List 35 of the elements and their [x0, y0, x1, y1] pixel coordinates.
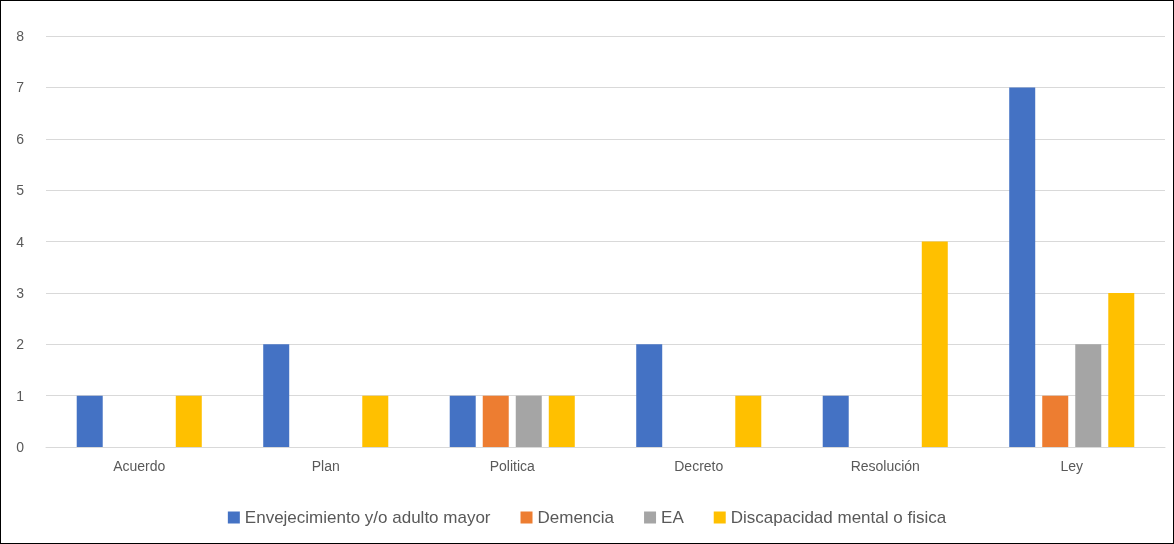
y-tick-label: 2 — [16, 336, 25, 353]
legend-label: Discapacidad mental o fisica — [730, 508, 947, 527]
bar — [362, 395, 389, 447]
x-tick-label: Decreto — [674, 458, 724, 474]
bar — [263, 344, 290, 447]
y-tick-label: 6 — [16, 130, 25, 147]
x-tick-label: Resolución — [850, 458, 920, 474]
bar — [735, 395, 762, 447]
y-tick-label: 7 — [16, 79, 25, 96]
x-tick-label: Ley — [1060, 458, 1084, 474]
legend-label: Envejecimiento y/o adulto mayor — [244, 508, 491, 527]
legend-label: Demencia — [537, 508, 615, 527]
legend-label: EA — [661, 508, 685, 527]
x-tick-label: Politica — [489, 458, 536, 474]
y-tick-label: 1 — [16, 387, 25, 404]
y-tick-label: 5 — [16, 182, 25, 199]
y-tick-label: 8 — [16, 28, 25, 44]
bar — [515, 395, 542, 447]
bar — [921, 241, 948, 447]
bar — [449, 395, 476, 447]
x-tick-label: Acuerdo — [113, 458, 166, 474]
bar — [548, 395, 575, 447]
bar — [76, 395, 103, 447]
bar — [1009, 87, 1036, 447]
y-tick-label: 3 — [16, 284, 25, 301]
x-tick-label: Plan — [311, 458, 340, 474]
y-tick-label: 0 — [16, 439, 25, 455]
bar — [175, 395, 202, 447]
bar — [1042, 395, 1069, 447]
y-tick-label: 4 — [16, 233, 25, 250]
bar — [636, 344, 663, 447]
bar — [1075, 344, 1102, 447]
bar — [1108, 292, 1135, 447]
bar — [482, 395, 509, 447]
bar — [822, 395, 849, 447]
